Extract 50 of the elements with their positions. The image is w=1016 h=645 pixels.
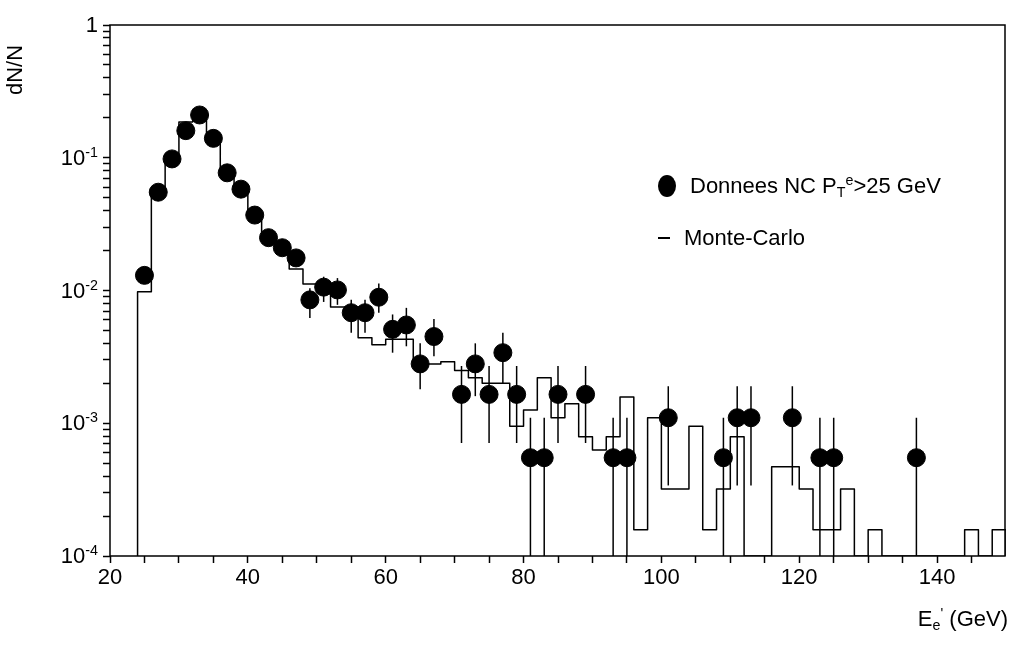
x-tick-label: 120 — [780, 564, 818, 589]
point — [576, 384, 596, 404]
point — [203, 128, 223, 148]
point — [162, 149, 182, 169]
legend-label: Monte-Carlo — [684, 225, 806, 251]
point — [286, 248, 306, 268]
point — [369, 287, 389, 307]
point — [658, 408, 678, 428]
point — [824, 448, 844, 468]
y-axis-title: dN/N — [2, 44, 27, 95]
point — [355, 303, 375, 323]
x-tick-label: 20 — [97, 564, 123, 589]
point — [272, 238, 292, 258]
x-tick-label: 140 — [918, 564, 956, 589]
point — [148, 182, 168, 202]
legend-label: Donnees NC P$_{T}$$^{e}$>25 GeV — [690, 172, 941, 201]
point — [452, 384, 472, 404]
point — [741, 408, 761, 428]
x-tick-label: 40 — [235, 564, 261, 589]
point — [245, 205, 265, 225]
y-tick-label: 10$^{-1}$ — [60, 143, 98, 170]
y-tick-label: 10$^{-4}$ — [60, 542, 98, 568]
point — [190, 105, 210, 125]
x-tick-label: 60 — [373, 564, 398, 589]
point — [259, 228, 279, 248]
point — [300, 290, 320, 310]
point — [327, 280, 347, 300]
point — [507, 384, 527, 404]
point — [479, 384, 499, 404]
point — [534, 448, 554, 468]
y-tick-label: 10$^{-3}$ — [60, 409, 98, 436]
point — [424, 327, 444, 347]
point — [713, 448, 733, 468]
point — [410, 354, 430, 374]
x-tick-label: 100 — [643, 564, 680, 589]
x-tick-label: 80 — [511, 564, 536, 589]
point — [217, 163, 237, 183]
point — [617, 448, 637, 468]
y-tick-label: 1 — [85, 12, 98, 37]
point — [176, 121, 196, 141]
point — [493, 343, 513, 363]
point — [465, 354, 485, 374]
point — [906, 448, 926, 468]
point — [548, 384, 568, 404]
y-tick-label: 10$^{-2}$ — [60, 276, 98, 303]
point — [134, 265, 154, 285]
point — [782, 408, 802, 428]
x-axis-title: E$_{e}$$^{'}$ (GeV) — [917, 605, 1008, 634]
point — [396, 315, 416, 335]
point — [231, 179, 251, 199]
